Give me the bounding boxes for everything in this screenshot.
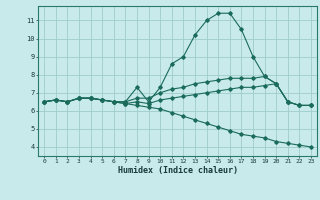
X-axis label: Humidex (Indice chaleur): Humidex (Indice chaleur) (118, 166, 238, 175)
